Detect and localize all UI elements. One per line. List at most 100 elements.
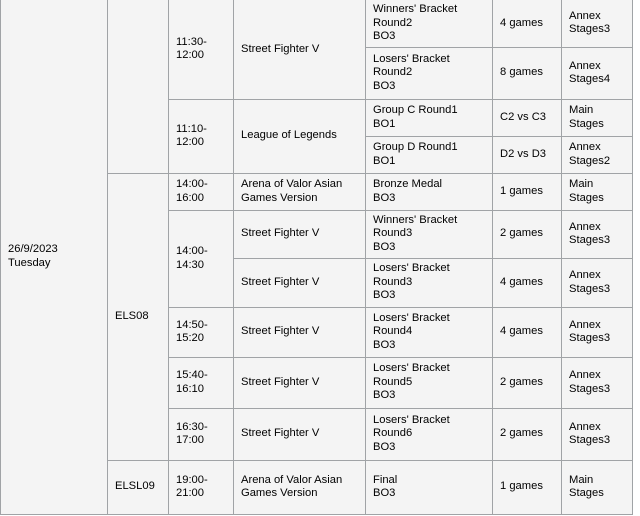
stage-line-1: Winners' Bracket <box>373 213 458 226</box>
time-cell: 15:40- 16:10 <box>168 356 234 409</box>
games-count-cell: 1 games <box>492 459 562 515</box>
games-count-cell: D2 vs D3 <box>492 135 562 174</box>
game-title-cell: Street Fighter V <box>233 257 366 308</box>
stage-line-2: Round3 <box>373 227 413 240</box>
time-cell: 11:10- 12:00 <box>168 98 234 174</box>
stage-line-1: Losers' Bracket <box>373 262 450 275</box>
stage-line-2: Round6 <box>373 427 413 440</box>
stage-line-3: BO3 <box>373 338 396 351</box>
stage-line-1: Losers' Bracket <box>373 413 450 426</box>
venue-cell: Annex Stages3 <box>561 356 633 409</box>
time-end: 17:00 <box>176 434 204 446</box>
stage-line-2: BO3 <box>373 191 396 204</box>
venue-cell: Annex Stages3 <box>561 209 633 259</box>
game-title-cell: Street Fighter V <box>233 356 366 409</box>
stage-line-2: BO1 <box>373 154 396 167</box>
stage-cell: Winners' Bracket Round3 BO3 <box>365 209 493 259</box>
games-count-cell: 2 games <box>492 407 562 461</box>
venue-line-1: Annex <box>569 220 601 233</box>
venue-cell: Annex Stages4 <box>561 46 633 100</box>
time-start: 11:10- <box>176 122 207 135</box>
date-cell: 26/9/2023 Tuesday <box>0 0 108 515</box>
venue-cell: Annex Stages3 <box>561 257 633 308</box>
stage-cell: Final BO3 <box>365 459 493 515</box>
time-cell: 19:00- 21:00 <box>168 459 234 515</box>
venue-line-1: Main <box>569 473 594 486</box>
stage-line-1: Bronze Medal <box>373 178 443 190</box>
stage-line-3: BO3 <box>373 389 396 402</box>
venue-cell: Annex Stages3 <box>561 306 633 358</box>
venue-line-1: Annex <box>569 9 601 22</box>
time-cell: 16:30- 17:00 <box>168 407 234 461</box>
venue-cell: Annex Stages3 <box>561 407 633 461</box>
stage-line-3: BO3 <box>373 30 396 42</box>
venue-line-2: Stages3 <box>569 434 611 446</box>
venue-cell: Main Stages <box>561 172 633 211</box>
stage-cell: Losers' Bracket Round5 BO3 <box>365 356 493 409</box>
venue-line-2: Stages3 <box>569 23 611 36</box>
table-row: Street Fighter V Losers' Bracket Round3 … <box>1 257 633 308</box>
session-code-block2: ELS08 <box>107 172 169 461</box>
stage-line-3: BO3 <box>373 79 396 92</box>
venue-line-2: Stages3 <box>569 382 611 395</box>
game-title-text: Arena of Valor Asian Games Version <box>241 178 343 204</box>
time-end: 12:00 <box>176 136 204 148</box>
stage-line-2: BO3 <box>373 487 396 499</box>
games-count-cell: 2 games <box>492 209 562 259</box>
venue-line-2: Stages <box>569 487 604 499</box>
stage-cell: Group D Round1 BO1 <box>365 135 493 174</box>
games-count-cell: 1 games <box>492 172 562 211</box>
time-start: 16:30- <box>176 420 208 433</box>
venue-line-2: Stages3 <box>569 282 611 295</box>
game-title-cell: Arena of Valor Asian Games Version <box>233 459 366 515</box>
games-count-cell: 8 games <box>492 46 562 100</box>
game-title-cell: Street Fighter V <box>233 306 366 358</box>
venue-line-1: Annex <box>569 420 601 433</box>
venue-line-2: Stages <box>569 117 604 130</box>
venue-cell: Annex Stages3 <box>561 0 633 48</box>
stage-line-1: Losers' Bracket <box>373 362 450 375</box>
time-start: 14:50- <box>176 318 208 331</box>
stage-line-1: Group D Round1 <box>373 141 458 153</box>
games-count-cell: 4 games <box>492 257 562 308</box>
game-title-text: Arena of Valor Asian Games Version <box>241 473 343 500</box>
table-row: ELS08 14:00- 16:00 Arena of Valor Asian … <box>1 172 633 461</box>
stage-line-3: BO3 <box>373 240 396 253</box>
table-row: 11:10- 12:00 League of Legends Group C R… <box>1 98 633 174</box>
game-title-cell: Street Fighter V <box>233 209 366 259</box>
time-start: 14:00- <box>176 245 208 257</box>
venue-line-2: Stages3 <box>569 234 611 246</box>
venue-line-1: Annex <box>569 59 601 72</box>
session-code-block3: ELSL09 <box>107 459 169 515</box>
time-end: 16:10 <box>176 382 204 395</box>
stage-line-2: Round4 <box>373 325 413 338</box>
stage-cell: Losers' Bracket Round3 BO3 <box>365 257 493 308</box>
time-cell: 11:30- 12:00 <box>168 0 234 100</box>
stage-cell: Group C Round1 BO1 <box>365 98 493 137</box>
stage-cell: Losers' Bracket Round6 BO3 <box>365 407 493 461</box>
weekday-value: Tuesday <box>8 256 51 269</box>
stage-line-1: Losers' Bracket <box>373 311 450 324</box>
table-row: 14:00- 14:30 Street Fighter V Winners' B… <box>1 209 633 308</box>
venue-cell: Annex Stages2 <box>561 135 633 174</box>
stage-line-2: BO1 <box>373 117 396 130</box>
game-title-cell: Arena of Valor Asian Games Version <box>233 172 366 211</box>
venue-line-1: Annex <box>569 318 601 331</box>
venue-cell: Main Stages <box>561 459 633 515</box>
game-title-cell: Street Fighter V <box>233 407 366 461</box>
stage-line-1: Winners' Bracket <box>373 3 458 15</box>
time-start: 15:40- <box>176 369 208 381</box>
games-count-cell: C2 vs C3 <box>492 98 562 137</box>
table-row: Group D Round1 BO1 D2 vs D3 Annex Stages… <box>1 135 633 174</box>
stage-cell: Winners' Bracket Round2 BO3 <box>365 0 493 48</box>
stage-line-2: Round2 <box>373 16 413 29</box>
game-title-cell: League of Legends <box>233 98 366 174</box>
date-value: 26/9/2023 <box>8 243 58 256</box>
time-end: 15:20 <box>176 332 204 344</box>
time-cell: 14:50- 15:20 <box>168 306 234 358</box>
stage-line-3: BO3 <box>373 289 396 302</box>
table-row: 15:40- 16:10 Street Fighter V Losers' Br… <box>1 356 633 409</box>
